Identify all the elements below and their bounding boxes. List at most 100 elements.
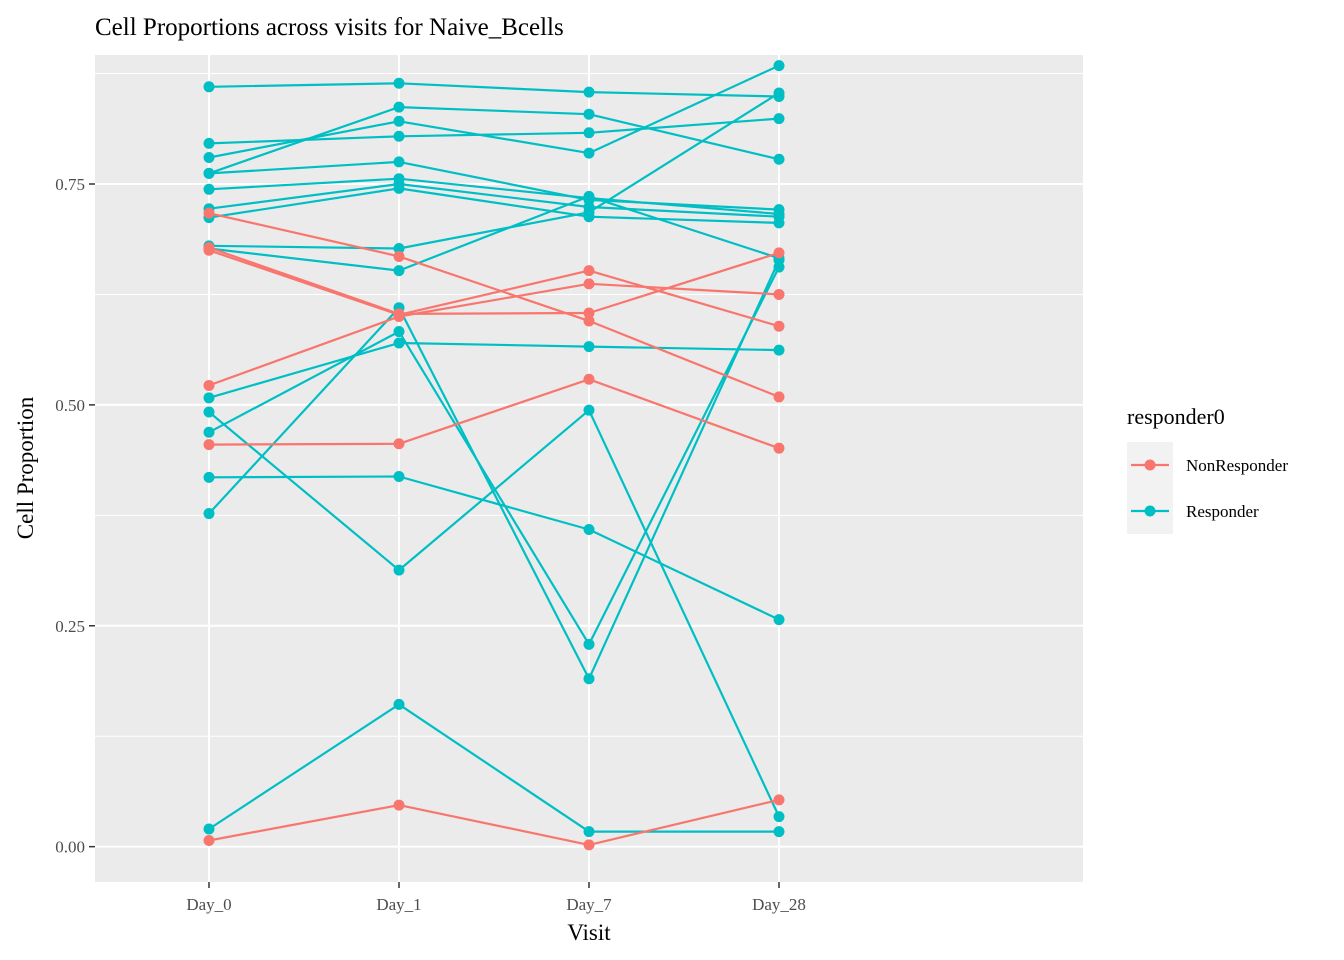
legend: responder0 NonResponder Responder xyxy=(1127,404,1288,534)
series-line-nonresponder xyxy=(208,246,780,315)
y-axis-title: Cell Proportion xyxy=(13,396,38,539)
series-line-responder xyxy=(208,92,780,250)
y-axis: 0.00 0.25 0.50 0.75 xyxy=(55,175,95,857)
data-point-responder xyxy=(393,564,405,576)
data-point-responder xyxy=(583,190,595,202)
series-lines xyxy=(208,64,781,847)
data-point-nonresponder xyxy=(393,250,405,262)
data-point-responder xyxy=(203,137,215,149)
legend-label: Responder xyxy=(1186,502,1259,521)
series-points xyxy=(203,60,785,851)
data-point-responder xyxy=(393,698,405,710)
data-point-responder xyxy=(583,127,595,139)
x-tick-label: Day_7 xyxy=(566,895,612,914)
series-line-responder xyxy=(208,703,779,833)
data-point-responder xyxy=(393,470,405,482)
data-point-responder xyxy=(773,826,785,838)
data-point-nonresponder xyxy=(203,834,215,846)
series-line-responder xyxy=(208,182,780,218)
data-point-nonresponder xyxy=(393,438,405,450)
series-line-responder xyxy=(208,195,780,272)
series-line-responder xyxy=(208,177,780,216)
series-line-responder xyxy=(208,187,780,224)
data-point-responder xyxy=(203,426,215,438)
data-point-nonresponder xyxy=(583,265,595,277)
data-point-responder xyxy=(773,811,785,823)
data-point-nonresponder xyxy=(773,320,785,332)
data-point-responder xyxy=(583,673,595,685)
legend-key-point xyxy=(1144,459,1156,471)
data-point-responder xyxy=(393,156,405,168)
data-point-responder xyxy=(393,182,405,194)
data-point-responder xyxy=(583,341,595,353)
y-tick-label: 0.75 xyxy=(55,175,85,194)
data-point-responder xyxy=(203,508,215,520)
data-point-responder xyxy=(583,108,595,120)
data-point-responder xyxy=(203,406,215,418)
series-line-nonresponder xyxy=(208,282,780,387)
series-line-nonresponder xyxy=(208,378,780,450)
data-point-responder xyxy=(203,392,215,404)
data-point-nonresponder xyxy=(203,379,215,391)
data-point-nonresponder xyxy=(203,242,215,254)
data-point-nonresponder xyxy=(583,373,595,385)
x-tick-label: Day_0 xyxy=(186,895,231,914)
series-line-responder xyxy=(208,475,780,621)
data-point-nonresponder xyxy=(393,799,405,811)
data-point-responder xyxy=(393,326,405,338)
data-point-nonresponder xyxy=(583,315,595,327)
data-point-responder xyxy=(773,60,785,72)
y-tick-label: 0.50 xyxy=(55,396,85,415)
data-point-responder xyxy=(393,337,405,349)
data-point-responder xyxy=(393,101,405,113)
series-line-responder xyxy=(208,82,780,98)
data-point-responder xyxy=(583,404,595,416)
data-point-responder xyxy=(203,81,215,93)
x-axis-title: Visit xyxy=(567,920,611,945)
x-tick-label: Day_1 xyxy=(376,895,421,914)
data-point-nonresponder xyxy=(203,439,215,451)
data-point-nonresponder xyxy=(773,391,785,403)
data-point-responder xyxy=(583,638,595,650)
data-point-responder xyxy=(583,147,595,159)
data-point-responder xyxy=(393,130,405,142)
data-point-responder xyxy=(583,826,595,838)
data-point-responder xyxy=(773,153,785,165)
x-tick-label: Day_28 xyxy=(752,895,806,914)
series-line-responder xyxy=(208,259,781,680)
data-point-responder xyxy=(773,614,785,626)
data-point-responder xyxy=(203,471,215,483)
chart-title: Cell Proportions across visits for Naive… xyxy=(95,14,564,41)
series-line-responder xyxy=(208,341,780,399)
data-point-responder xyxy=(773,87,785,99)
data-point-responder xyxy=(773,113,785,125)
data-point-responder xyxy=(393,242,405,254)
data-point-nonresponder xyxy=(393,308,405,320)
data-point-responder xyxy=(583,206,595,218)
y-tick-label: 0.25 xyxy=(55,617,85,636)
data-point-nonresponder xyxy=(583,307,595,319)
data-point-nonresponder xyxy=(583,839,595,851)
data-point-responder xyxy=(773,217,785,229)
data-point-responder xyxy=(203,183,215,195)
data-point-responder xyxy=(203,823,215,835)
data-point-responder xyxy=(583,86,595,98)
data-point-responder xyxy=(393,77,405,89)
legend-label: NonResponder xyxy=(1186,456,1288,475)
data-point-nonresponder xyxy=(203,207,215,219)
data-point-responder xyxy=(203,151,215,163)
series-line-responder xyxy=(208,160,780,211)
series-line-nonresponder xyxy=(208,249,780,328)
series-line-responder xyxy=(208,266,780,646)
legend-title: responder0 xyxy=(1127,404,1225,429)
data-point-responder xyxy=(203,167,215,179)
data-point-responder xyxy=(583,523,595,535)
data-point-responder xyxy=(393,265,405,277)
x-axis: Day_0 Day_1 Day_7 Day_28 xyxy=(186,882,806,914)
data-point-responder xyxy=(773,344,785,356)
legend-key-point xyxy=(1144,505,1156,517)
data-point-nonresponder xyxy=(773,247,785,259)
data-point-nonresponder xyxy=(583,278,595,290)
data-point-nonresponder xyxy=(773,288,785,300)
